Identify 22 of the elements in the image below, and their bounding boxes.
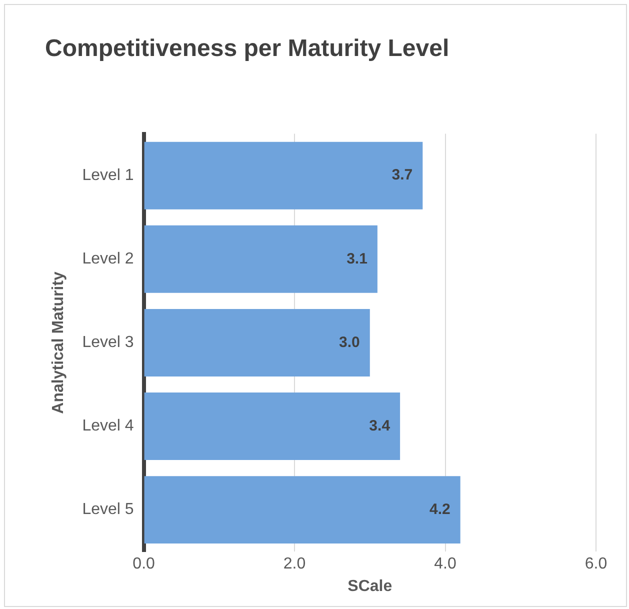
x-axis-title: SCale xyxy=(348,578,392,595)
chart-title: Competitiveness per Maturity Level xyxy=(45,35,450,62)
data-label: 3.4 xyxy=(369,417,391,434)
x-tick-label: 0.0 xyxy=(132,556,156,573)
data-label: 3.1 xyxy=(346,250,368,268)
y-tick-label: Level 1 xyxy=(82,166,134,184)
bar xyxy=(144,392,400,460)
x-tick-label: 2.0 xyxy=(283,556,306,573)
bar xyxy=(144,308,370,376)
bar xyxy=(144,476,460,544)
data-label: 3.0 xyxy=(339,334,360,351)
y-axis-title: Analytical Maturity xyxy=(50,271,68,414)
x-tick-label: 6.0 xyxy=(584,556,608,573)
y-tick-label: Level 5 xyxy=(82,501,134,518)
y-tick-label: Level 3 xyxy=(82,334,134,352)
data-label: 4.2 xyxy=(429,500,450,518)
y-tick-label: Level 4 xyxy=(82,418,134,435)
x-tick-label: 4.0 xyxy=(434,556,456,573)
bar xyxy=(144,225,378,293)
y-tick-label: Level 2 xyxy=(82,250,134,268)
bar xyxy=(144,142,423,210)
data-label: 3.7 xyxy=(392,166,413,184)
